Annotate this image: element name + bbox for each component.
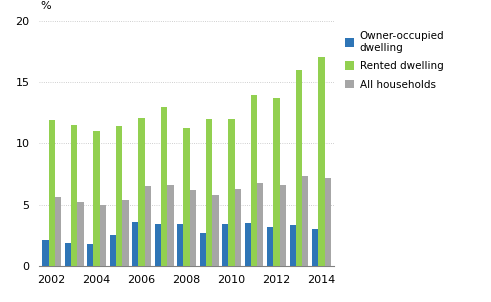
Bar	[325, 178, 331, 266]
Bar	[77, 202, 83, 266]
Bar	[235, 189, 241, 266]
Bar	[93, 131, 100, 266]
Bar	[267, 226, 273, 266]
Bar	[42, 240, 49, 266]
Text: %: %	[40, 1, 51, 11]
Bar	[251, 95, 257, 266]
Bar	[280, 185, 286, 266]
Bar	[100, 205, 106, 266]
Bar	[273, 98, 280, 266]
Bar	[290, 225, 296, 266]
Bar	[245, 223, 251, 266]
Bar	[190, 190, 196, 266]
Bar	[184, 127, 190, 266]
Bar	[167, 185, 173, 266]
Bar	[318, 56, 325, 266]
Bar	[132, 222, 138, 266]
Bar	[155, 224, 161, 266]
Bar	[145, 186, 151, 266]
Bar	[122, 200, 129, 266]
Bar	[206, 119, 212, 266]
Bar	[200, 233, 206, 266]
Bar	[257, 183, 264, 266]
Bar	[116, 126, 122, 266]
Bar	[312, 229, 318, 266]
Bar	[109, 235, 116, 266]
Bar	[138, 118, 145, 266]
Bar	[302, 176, 308, 266]
Legend: Owner-occupied
dwelling, Rented dwelling, All households: Owner-occupied dwelling, Rented dwelling…	[345, 31, 444, 89]
Bar	[161, 107, 167, 266]
Bar	[65, 243, 71, 266]
Bar	[296, 70, 302, 266]
Bar	[228, 119, 235, 266]
Bar	[49, 120, 55, 266]
Bar	[222, 224, 228, 266]
Bar	[87, 244, 93, 266]
Bar	[55, 197, 61, 266]
Bar	[212, 195, 218, 266]
Bar	[71, 125, 77, 266]
Bar	[177, 224, 184, 266]
